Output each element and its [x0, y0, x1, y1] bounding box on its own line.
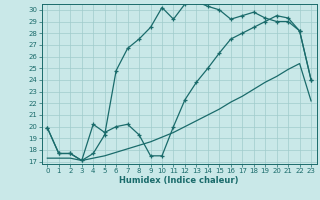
X-axis label: Humidex (Indice chaleur): Humidex (Indice chaleur) — [119, 176, 239, 185]
